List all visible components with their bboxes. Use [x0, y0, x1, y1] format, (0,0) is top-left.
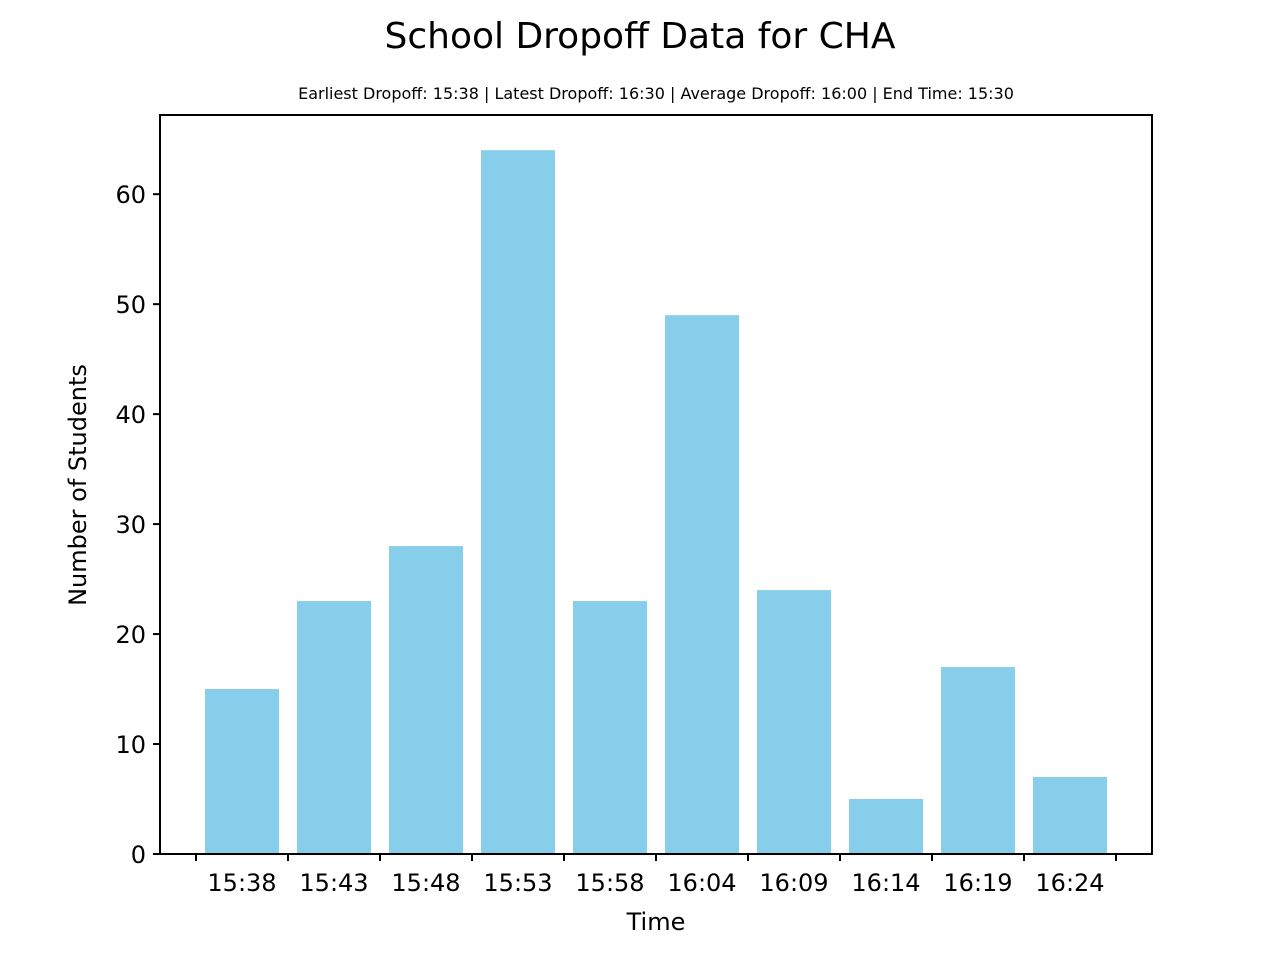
y-tick-label: 0 [131, 841, 146, 869]
y-tick-label: 40 [115, 401, 146, 429]
chart-title: School Dropoff Data for CHA [384, 16, 895, 57]
y-axis-label: Number of Students [64, 364, 92, 606]
x-tick-label: 16:09 [759, 869, 828, 897]
bar-1553 [481, 150, 555, 854]
bar-1538 [205, 689, 279, 854]
x-tick-label: 16:04 [667, 869, 736, 897]
x-tick-label: 15:58 [575, 869, 644, 897]
bar-1614 [849, 799, 923, 854]
y-tick-label: 30 [115, 511, 146, 539]
y-tick-label: 60 [115, 181, 146, 209]
x-axis-label: Time [626, 908, 686, 936]
bar-1604 [665, 315, 739, 854]
bar-series [205, 150, 1107, 854]
x-tick-label: 16:19 [943, 869, 1012, 897]
y-tick-label: 10 [115, 731, 146, 759]
x-axis-ticks: 15:38 15:43 15:48 15:53 15:58 16:04 16:09 16:14… [195, 854, 1117, 897]
plot-area-frame [159, 114, 1153, 855]
bar-1558 [573, 601, 647, 854]
x-tick-label: 15:53 [483, 869, 552, 897]
bar-1548 [389, 546, 463, 854]
y-tick-label: 20 [115, 621, 146, 649]
chart-subtitle: Earliest Dropoff: 15:38 | Latest Dropoff… [298, 84, 1014, 103]
x-tick-label: 15:38 [207, 869, 276, 897]
x-tick-label: 16:14 [851, 869, 920, 897]
x-tick-label: 15:43 [299, 869, 368, 897]
y-axis-ticks: 0 10 20 30 40 50 60 [115, 181, 160, 869]
y-tick-label: 50 [115, 291, 146, 319]
bar-1619 [941, 667, 1015, 854]
bar-1543 [297, 601, 371, 854]
x-tick-label: 15:48 [391, 869, 460, 897]
x-tick-label: 16:24 [1035, 869, 1104, 897]
bar-1624 [1033, 777, 1107, 854]
bar-1609 [757, 590, 831, 854]
